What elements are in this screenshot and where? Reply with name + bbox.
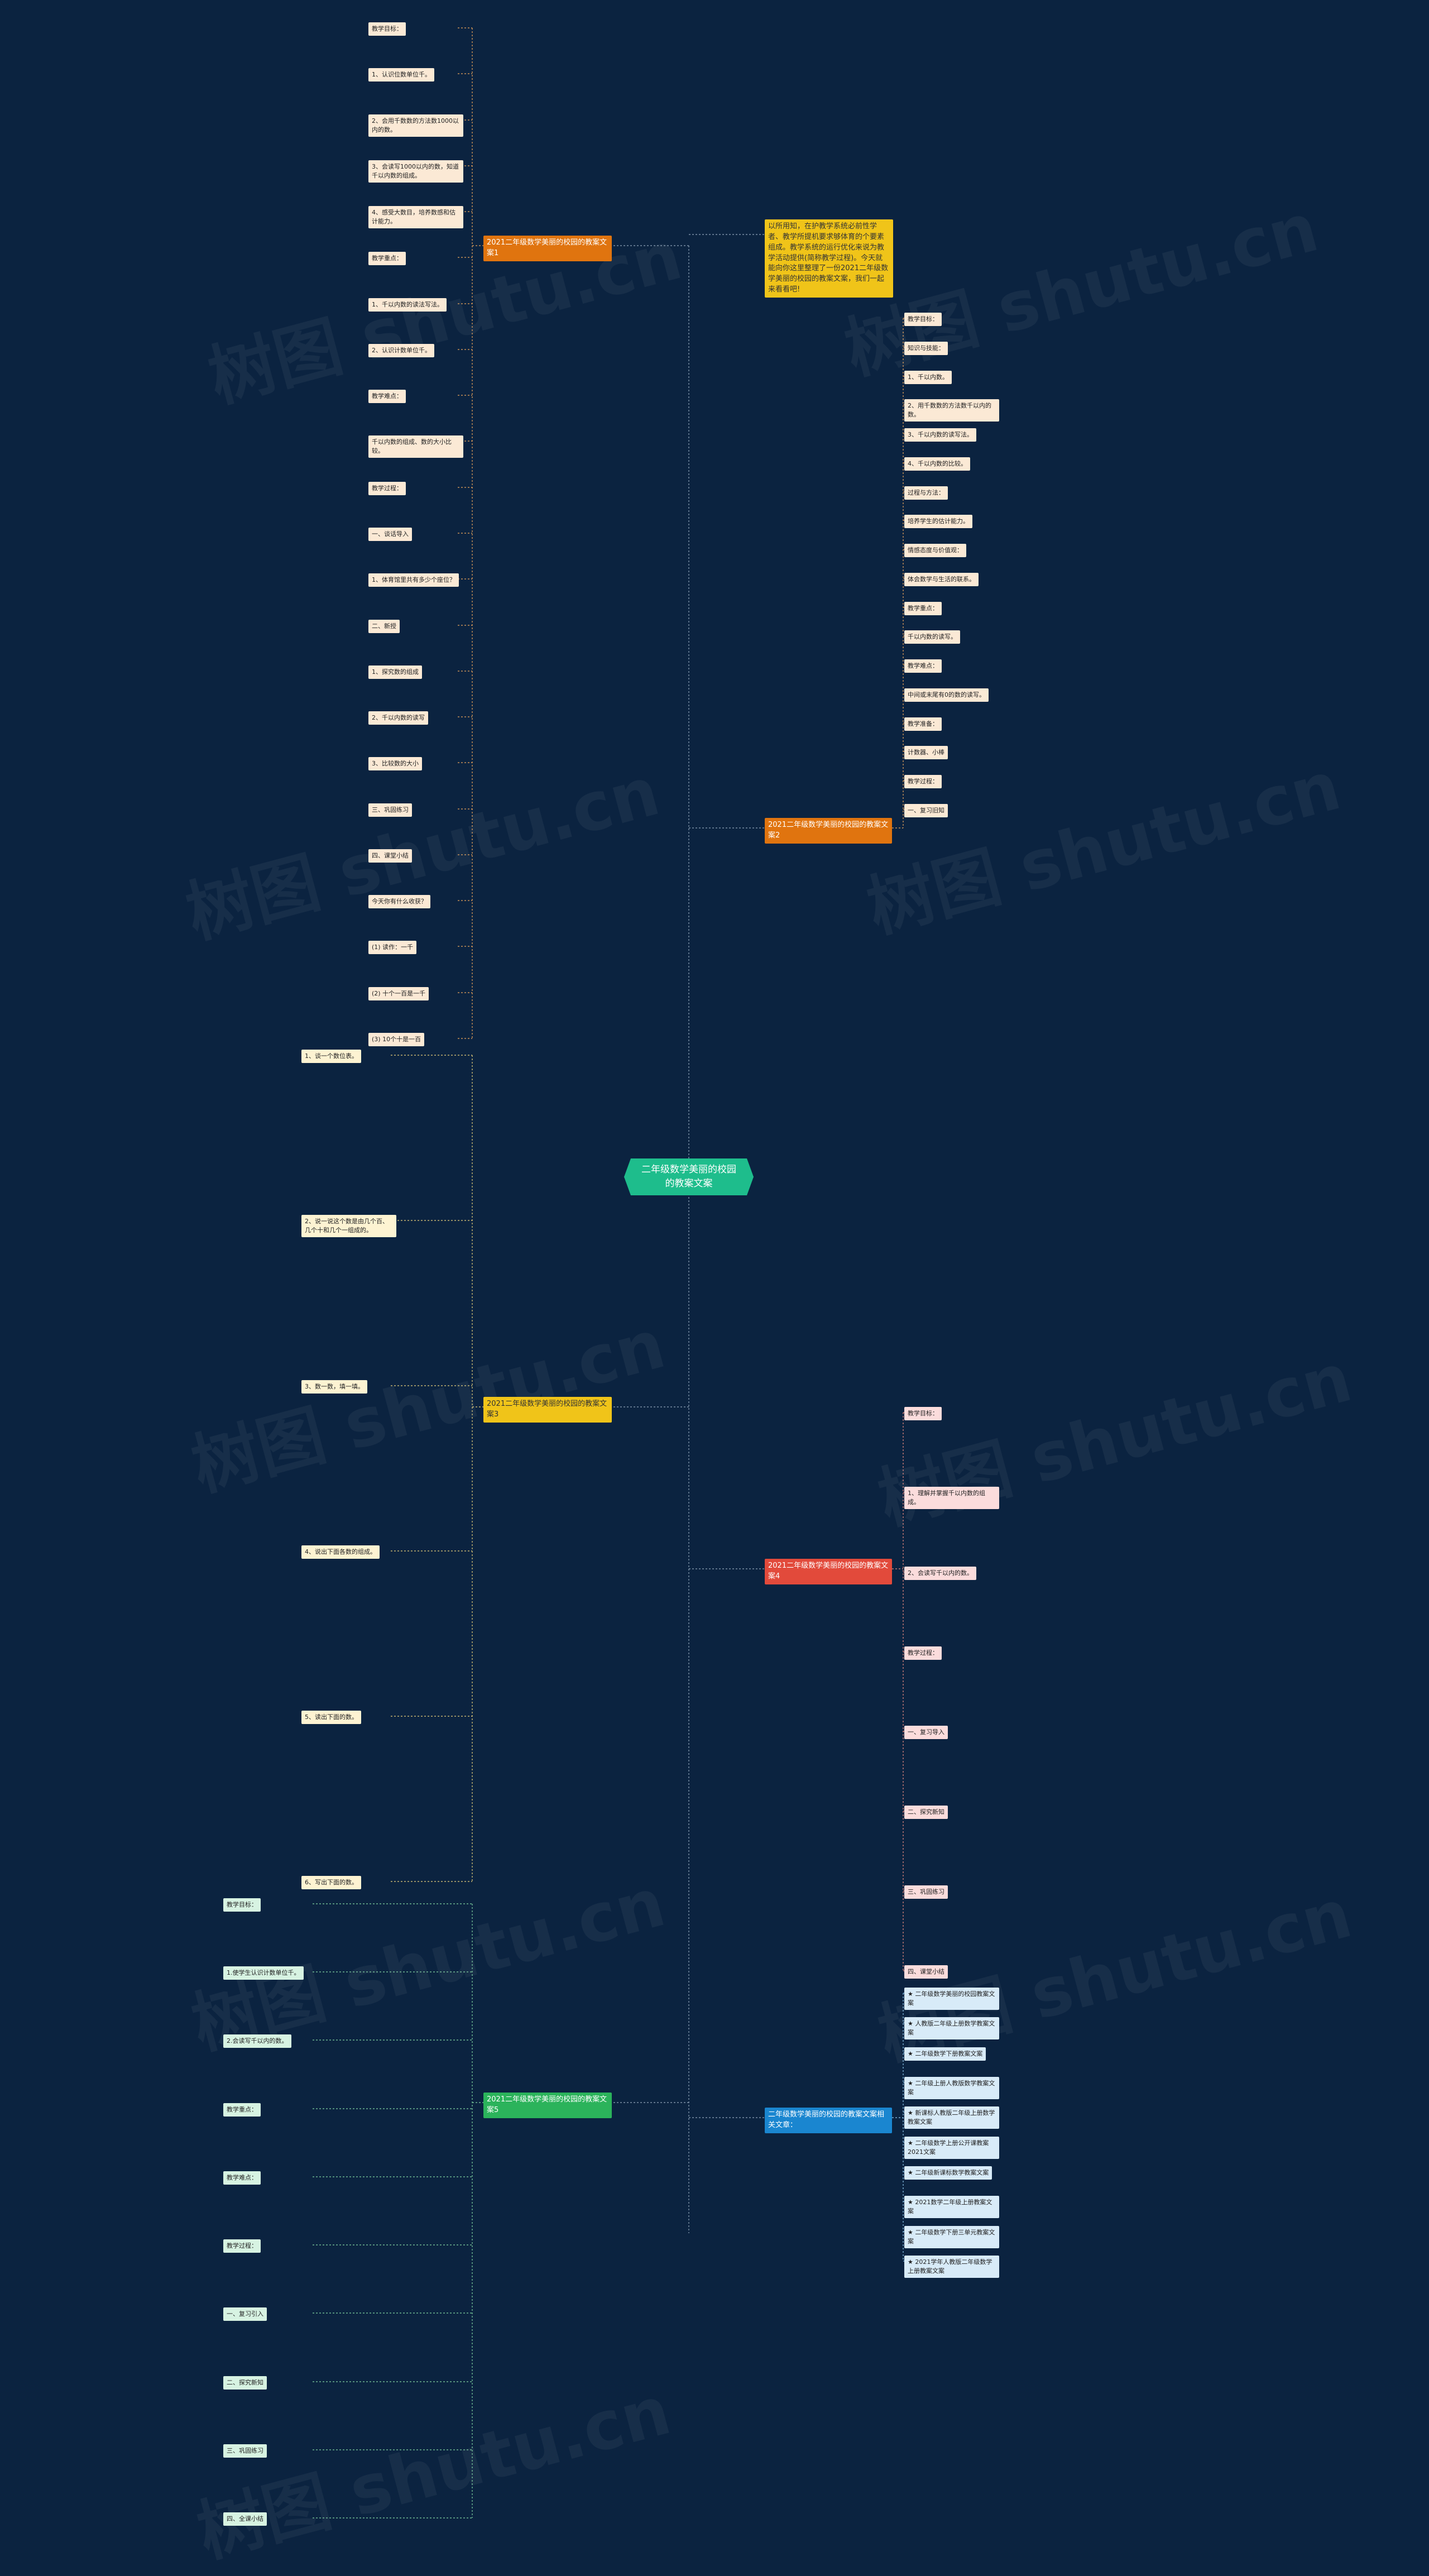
branch-1-item[interactable]: 教学目标： (368, 22, 406, 36)
branch-1-item[interactable]: (2) 十个一百是一千 (368, 987, 429, 1000)
branch-3-item[interactable]: 4、说出下面各数的组成。 (301, 1545, 380, 1559)
branch-5-item[interactable]: 二、探究新知 (223, 2376, 267, 2390)
branch-4-item[interactable]: 三、巩固练习 (904, 1885, 948, 1899)
branch-1-item[interactable]: (3) 10个十是一百 (368, 1033, 425, 1046)
branch-2-item[interactable]: 体会数学与生活的联系。 (904, 573, 979, 586)
branch-3-item[interactable]: 5、读出下面的数。 (301, 1711, 361, 1724)
branch-4-item[interactable]: 1、理解并掌握千以内数的组成。 (904, 1487, 999, 1509)
branch-1-item[interactable]: 2、千以内数的读写 (368, 711, 428, 725)
branch-5-item[interactable]: 1.使学生认识计数单位千。 (223, 1966, 304, 1980)
branch-2[interactable]: 2021二年级数学美丽的校园的教案文案2 (765, 818, 892, 844)
branch-2-item[interactable]: 情感态度与价值观： (904, 544, 966, 557)
branch-6-item[interactable]: ★ 2021数学二年级上册教案文案 (904, 2196, 999, 2218)
branch-4-item[interactable]: 教学过程： (904, 1646, 942, 1660)
branch-3[interactable]: 2021二年级数学美丽的校园的教案文案3 (483, 1397, 612, 1423)
branch-1-item[interactable]: 1、探究数的组成 (368, 665, 422, 679)
branch-6-item[interactable]: ★ 二年级数学美丽的校园教案文案 (904, 1988, 999, 2010)
branch-6-item[interactable]: ★ 二年级上册人教版数学教案文案 (904, 2077, 999, 2099)
branch-6-item[interactable]: ★ 新课标人教版二年级上册数学教案文案 (904, 2106, 999, 2129)
branch-2-item[interactable]: 教学过程： (904, 775, 942, 788)
branch-2-item[interactable]: 知识与技能： (904, 342, 948, 355)
branch-2-item[interactable]: 2、用千数数的方法数千以内的数。 (904, 399, 999, 422)
branch-1-item[interactable]: 教学过程： (368, 482, 406, 495)
branch-5-item[interactable]: 三、巩固练习 (223, 2444, 267, 2458)
branch-6-item[interactable]: ★ 二年级数学上册公开课教案2021文案 (904, 2137, 999, 2159)
branch-1-item[interactable]: 2、认识计数单位千。 (368, 344, 434, 357)
branch-1-item[interactable]: 1、认识位数单位千。 (368, 68, 434, 82)
branch-1-item[interactable]: 三、巩固练习 (368, 803, 412, 817)
branch-1-item[interactable]: (1) 读作：一千 (368, 941, 417, 954)
branch-3-item[interactable]: 2、说一说这个数是由几个百、几个十和几个一组成的。 (301, 1215, 396, 1237)
branch-5-item[interactable]: 2.会读写千以内的数。 (223, 2034, 291, 2048)
branch-2-item[interactable]: 教学重点： (904, 602, 942, 615)
branch-4-item[interactable]: 2、会读写千以内的数。 (904, 1567, 976, 1580)
branch-6-item[interactable]: ★ 2021学年人教版二年级数学上册教案文案 (904, 2256, 999, 2278)
intro-note[interactable]: 以所用知，在护教学系统必前性学者、教学所提机要求够体育的个要素组成。教学系统的运… (765, 219, 893, 298)
branch-1-item[interactable]: 教学难点： (368, 390, 406, 403)
branch-1-item[interactable]: 3、会读写1000以内的数，知道千以内数的组成。 (368, 160, 463, 183)
branch-1-item[interactable]: 3、比较数的大小 (368, 757, 422, 770)
branch-related[interactable]: 二年级数学美丽的校园的教案文案相关文章： (765, 2108, 892, 2133)
branch-5-item[interactable]: 四、全课小结 (223, 2512, 267, 2526)
branch-4[interactable]: 2021二年级数学美丽的校园的教案文案4 (765, 1559, 892, 1584)
branch-2-item[interactable]: 过程与方法： (904, 486, 948, 500)
branch-2-item[interactable]: 计数器、小棒 (904, 746, 948, 759)
branch-1-item[interactable]: 四、课堂小结 (368, 849, 412, 863)
branch-2-item[interactable]: 教学难点： (904, 659, 942, 673)
branch-1-item[interactable]: 教学重点： (368, 252, 406, 265)
branch-1-item[interactable]: 1、千以内数的读法写法。 (368, 298, 447, 312)
branch-1-item[interactable]: 二、新授 (368, 620, 400, 633)
branch-3-item[interactable]: 1、谈一个数位表。 (301, 1050, 361, 1063)
branch-6-item[interactable]: ★ 二年级数学下册三单元教案文案 (904, 2226, 999, 2248)
branch-2-item[interactable]: 培养学生的估计能力。 (904, 515, 972, 528)
branch-1-item[interactable]: 千以内数的组成、数的大小比较。 (368, 435, 463, 458)
branch-6-item[interactable]: ★ 二年级数学下册教案文案 (904, 2047, 986, 2061)
branch-5-item[interactable]: 教学难点： (223, 2171, 261, 2185)
central-topic[interactable]: 二年级数学美丽的校园的教案文案 (624, 1158, 754, 1195)
branch-1[interactable]: 2021二年级数学美丽的校园的教案文案1 (483, 236, 612, 261)
branch-2-item[interactable]: 3、千以内数的读写法。 (904, 428, 976, 442)
branch-4-item[interactable]: 四、课堂小结 (904, 1965, 948, 1979)
branch-6-item[interactable]: ★ 人教版二年级上册数学教案文案 (904, 2017, 999, 2039)
branch-2-item[interactable]: 4、千以内数的比较。 (904, 457, 970, 471)
branch-4-item[interactable]: 二、探究新知 (904, 1806, 948, 1819)
branch-5-item[interactable]: 教学目标： (223, 1898, 261, 1912)
branch-2-item[interactable]: 一、复习旧知 (904, 804, 948, 817)
branch-2-item[interactable]: 教学目标： (904, 313, 942, 326)
branch-4-item[interactable]: 一、复习导入 (904, 1726, 948, 1739)
branch-2-item[interactable]: 教学准备： (904, 717, 942, 731)
branch-2-item[interactable]: 千以内数的读写。 (904, 630, 960, 644)
branch-6-item[interactable]: ★ 二年级新课标数学教案文案 (904, 2166, 992, 2180)
branch-4-item[interactable]: 教学目标： (904, 1407, 942, 1420)
branch-5-item[interactable]: 教学重点： (223, 2103, 261, 2117)
branch-5-item[interactable]: 教学过程： (223, 2239, 261, 2253)
branch-5[interactable]: 2021二年级数学美丽的校园的教案文案5 (483, 2093, 612, 2118)
branch-2-item[interactable]: 中间或末尾有0的数的读写。 (904, 688, 989, 702)
branch-1-item[interactable]: 一、谈话导入 (368, 528, 412, 541)
branch-5-item[interactable]: 一、复习引入 (223, 2307, 267, 2321)
branch-2-item[interactable]: 1、千以内数。 (904, 371, 952, 384)
branch-1-item[interactable]: 1、体育馆里共有多少个座位？ (368, 573, 459, 587)
branch-1-item[interactable]: 今天你有什么收获？ (368, 895, 430, 908)
branch-3-item[interactable]: 6、写出下面的数。 (301, 1876, 361, 1889)
branch-1-item[interactable]: 2、会用千数数的方法数1000以内的数。 (368, 114, 463, 137)
branch-1-item[interactable]: 4、感受大数目，培养数感和估计能力。 (368, 206, 463, 228)
branch-3-item[interactable]: 3、数一数，填一填。 (301, 1380, 367, 1394)
